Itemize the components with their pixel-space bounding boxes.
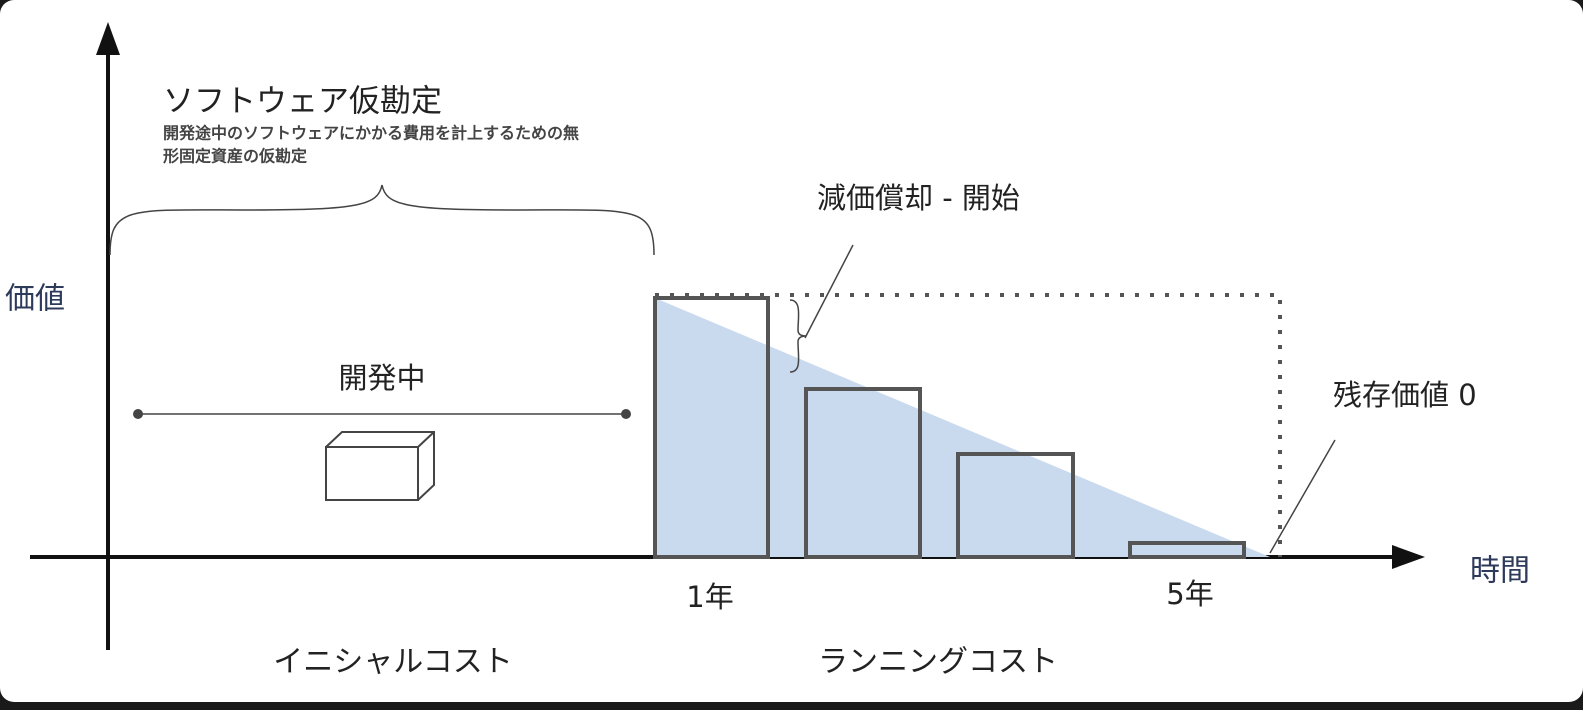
bar: [1128, 541, 1246, 559]
bar: [956, 452, 1075, 559]
span-end: [133, 409, 143, 419]
leader-line: [804, 244, 854, 339]
y-arrow: [96, 22, 120, 55]
residual-label: 残存価値 0: [1333, 378, 1477, 412]
bar: [804, 387, 922, 559]
wip-description: 形固定資産の仮勘定: [163, 147, 307, 166]
box-icon: [325, 431, 435, 501]
x-label: 時間: [1470, 554, 1530, 589]
leader-line: [1269, 439, 1336, 554]
x-arrow: [1392, 545, 1425, 569]
span-end: [621, 409, 631, 419]
bar: [653, 296, 770, 559]
development-label: 開発中: [338, 361, 425, 395]
y-label: 価値: [5, 282, 65, 317]
phase-label: ランニングコスト: [818, 645, 1058, 680]
phase-label: イニシャルコスト: [273, 645, 512, 680]
year-label: 5年: [1166, 577, 1213, 611]
depreciation-label: 減価償却 - 開始: [817, 181, 1020, 215]
wip-description: 開発途中のソフトウェアにかかる費用を計上するための無: [163, 124, 579, 143]
year-label: 1年: [686, 580, 733, 614]
wip-title: ソフトウェア仮勘定: [163, 84, 442, 120]
brace: [109, 184, 655, 256]
depreciation-area: [655, 298, 1270, 557]
